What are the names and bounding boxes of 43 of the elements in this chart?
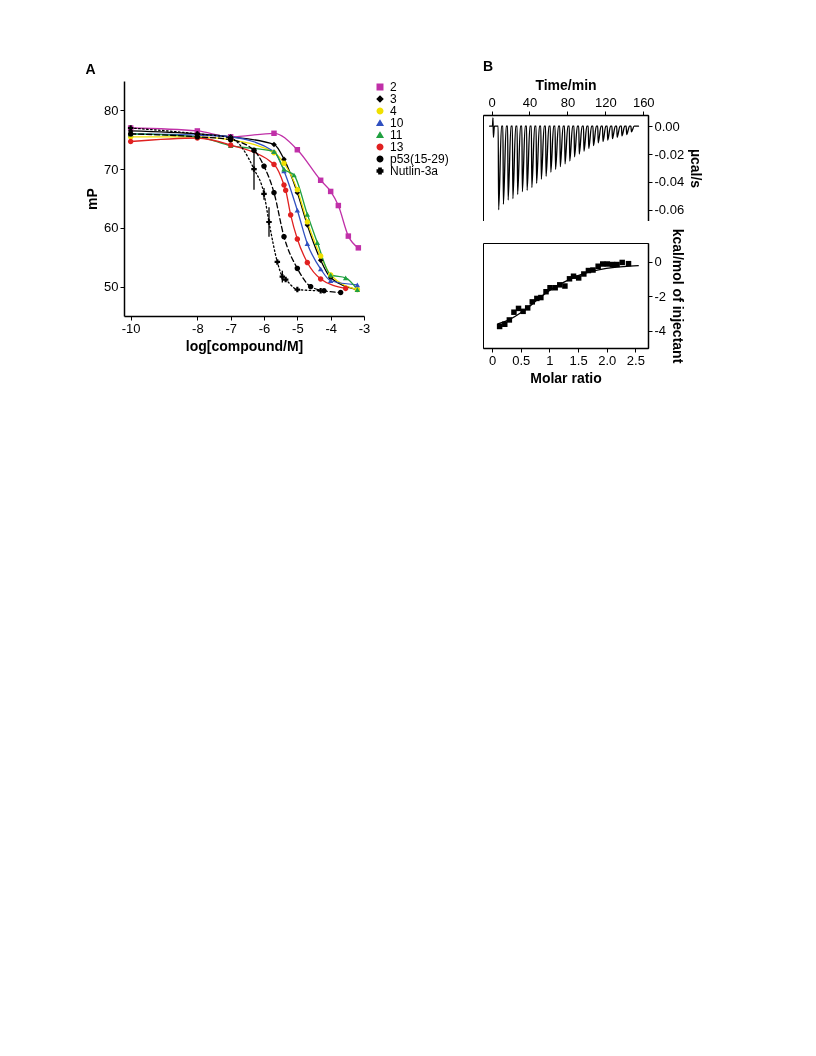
x-tick-label: -3 <box>358 320 371 336</box>
y-tick-label: -2 <box>654 288 667 304</box>
legend-label: p53(15-29) <box>390 152 449 166</box>
x-tick-label: 40 <box>522 94 538 110</box>
y-axis-title: µcal/s <box>688 148 705 189</box>
x-tick-label: -4 <box>325 320 337 336</box>
legend-label: 4 <box>390 104 397 118</box>
x-tick-label: -10 <box>121 320 141 336</box>
x-tick-label: -7 <box>225 320 237 336</box>
legend-label: 3 <box>390 92 397 106</box>
y-axis-title: kcal/mol of injectant <box>670 228 687 364</box>
y-tick-label: -0.02 <box>654 146 685 162</box>
x-axis-title: Molar ratio <box>530 369 602 386</box>
y-tick-label: 60 <box>104 220 119 236</box>
x-tick-label: 120 <box>594 94 617 110</box>
x-axis-title: Time/min <box>535 76 597 93</box>
x-tick-label: -8 <box>192 320 204 336</box>
x-tick-label: 160 <box>632 94 655 110</box>
x-tick-label: 0 <box>488 94 496 110</box>
x-axis-title: log[compound/M] <box>185 337 304 354</box>
x-tick-label: 0.5 <box>512 352 531 368</box>
x-tick-label: 2.0 <box>598 352 617 368</box>
y-tick-label: 0 <box>654 254 662 270</box>
chart-title: B <box>483 58 494 74</box>
legend-label: Nutlin-3a <box>390 164 439 178</box>
y-tick-label: -0.06 <box>654 202 685 218</box>
legend-label: 2 <box>390 80 397 94</box>
y-tick-label: 50 <box>104 279 119 295</box>
y-tick-label: -0.04 <box>654 174 685 190</box>
x-tick-label: 2.5 <box>626 352 645 368</box>
legend-label: 11 <box>390 128 403 142</box>
x-tick-label: 0 <box>489 352 497 368</box>
chart-title: A <box>85 61 96 77</box>
y-axis-title: mP <box>84 188 101 210</box>
x-tick-label: -6 <box>258 320 271 336</box>
y-tick-label: 70 <box>104 161 119 177</box>
legend-label: 10 <box>390 116 404 130</box>
x-tick-label: 1 <box>546 352 554 368</box>
x-tick-label: -5 <box>292 320 304 336</box>
y-tick-label: 0.00 <box>654 118 680 134</box>
x-tick-label: 1.5 <box>569 352 588 368</box>
x-tick-label: 80 <box>560 94 576 110</box>
legend-label: 13 <box>390 140 404 154</box>
